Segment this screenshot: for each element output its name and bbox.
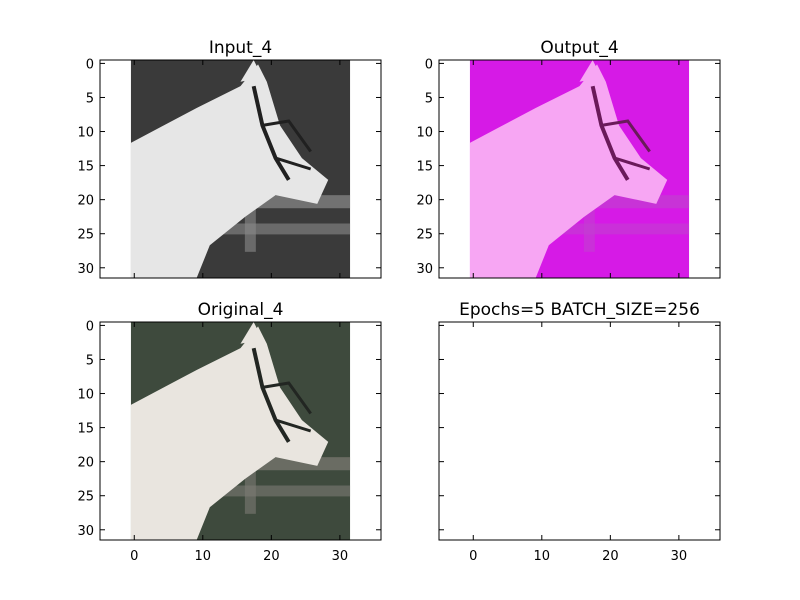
y-tick-label: 15 — [77, 160, 94, 175]
bridle-strap — [275, 418, 312, 433]
y-tick-label: 25 — [416, 228, 433, 243]
y-tick-label: 15 — [416, 160, 433, 175]
horse-shape — [130, 326, 329, 540]
image-2 — [469, 60, 690, 278]
fence-rail — [207, 485, 351, 497]
axes-frame — [438, 321, 721, 541]
y-tick-label: 20 — [416, 194, 433, 209]
fence-post — [244, 448, 256, 514]
y-tick-label: 10 — [77, 388, 94, 403]
horse-ear — [240, 322, 263, 344]
x-tick-label: 20 — [602, 549, 619, 564]
subplot-1: 0 5 10 15 20 25 30 Input_4 — [77, 38, 382, 279]
y-tick-label: 20 — [77, 194, 94, 209]
x-tick-label: 0 — [469, 549, 477, 564]
image-1 — [130, 60, 351, 278]
bridle-strap — [262, 381, 312, 415]
bridle-strap — [262, 119, 312, 153]
bridle-strap — [251, 347, 291, 443]
horse-shape — [469, 64, 668, 278]
axes-frame — [438, 59, 721, 279]
x-tick-label: 10 — [195, 549, 212, 564]
subplot-2: 0 5 10 15 20 25 30 Output_4 — [416, 38, 721, 279]
fence-rail — [207, 223, 351, 235]
y-tick-label: 0 — [86, 57, 94, 72]
image-3 — [130, 322, 351, 540]
x-tick-label: 30 — [332, 549, 349, 564]
y-tick-label: 30 — [416, 262, 433, 277]
x-tick-label: 30 — [671, 549, 688, 564]
bridle-strap — [601, 119, 651, 153]
bridle-strap — [251, 85, 291, 181]
axes-frame — [99, 321, 382, 541]
y-tick-label: 10 — [77, 126, 94, 141]
y-tick-label: 15 — [77, 422, 94, 437]
subplot-4: 0 10 20 30 Epochs=5 BATCH_SIZE=256 — [438, 300, 721, 564]
y-tick-label: 25 — [77, 228, 94, 243]
y-tick-label: 5 — [86, 91, 94, 106]
bridle-strap — [590, 85, 630, 181]
subplot-title: Original_4 — [198, 300, 284, 320]
horse-shape — [130, 64, 329, 278]
fence-post — [244, 186, 256, 252]
x-tick-label: 0 — [130, 549, 138, 564]
fence-post — [583, 186, 595, 252]
axes-frame — [99, 59, 382, 279]
horse-ear — [240, 60, 263, 82]
y-tick-label: 5 — [425, 91, 433, 106]
fence-rail — [546, 223, 690, 235]
bridle-strap — [614, 156, 651, 171]
subplot-title: Epochs=5 BATCH_SIZE=256 — [459, 300, 700, 320]
x-tick-label: 10 — [534, 549, 551, 564]
y-tick-label: 5 — [86, 353, 94, 368]
subplot-3: 0 10 20 30 0 5 10 15 20 25 30 Original_4 — [77, 300, 382, 564]
bridle-strap — [275, 156, 312, 171]
horse-ear — [579, 60, 602, 82]
subplot-title: Input_4 — [209, 38, 272, 58]
y-tick-label: 20 — [77, 456, 94, 471]
y-tick-label: 30 — [77, 262, 94, 277]
subplot-title: Output_4 — [540, 38, 618, 58]
y-tick-label: 10 — [416, 126, 433, 141]
y-tick-label: 25 — [77, 490, 94, 505]
y-tick-label: 0 — [425, 57, 433, 72]
y-tick-label: 0 — [86, 319, 94, 334]
x-tick-label: 20 — [263, 549, 280, 564]
y-tick-label: 30 — [77, 524, 94, 539]
